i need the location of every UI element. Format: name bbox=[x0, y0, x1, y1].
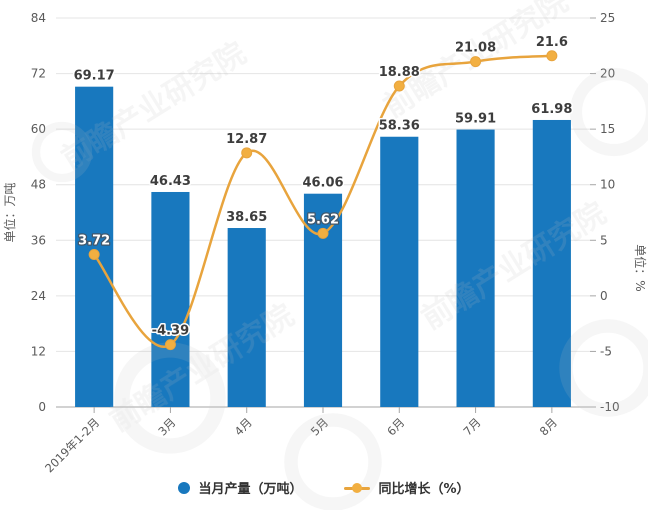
line-value-label: 12.87 bbox=[226, 132, 267, 147]
line-point-marker[interactable] bbox=[546, 50, 558, 62]
line-series bbox=[88, 50, 558, 351]
line-value-label: 5.62 bbox=[307, 212, 339, 227]
bar-series-legend-label: 当月产量（万吨） bbox=[198, 482, 303, 497]
line-value-label: 3.72 bbox=[78, 234, 110, 249]
bar[interactable] bbox=[75, 86, 114, 407]
line-point-marker[interactable] bbox=[317, 227, 329, 239]
bar-value-label: 46.06 bbox=[302, 176, 343, 191]
bar[interactable] bbox=[532, 119, 571, 407]
line-value-label: 18.88 bbox=[379, 65, 420, 80]
right-axis-tick-label: -5 bbox=[600, 344, 612, 358]
right-axis-tick-label: -10 bbox=[600, 400, 620, 414]
chart-legend: 当月产量（万吨） 同比增长（%） bbox=[0, 478, 648, 497]
bar[interactable] bbox=[380, 136, 419, 408]
left-axis-tick-label: 72 bbox=[31, 67, 46, 81]
right-axis-tick-label: 20 bbox=[600, 67, 615, 81]
line-point-marker[interactable] bbox=[88, 249, 100, 261]
bar[interactable] bbox=[456, 129, 495, 408]
right-axis-tick-label: 15 bbox=[600, 122, 615, 136]
line-point-marker[interactable] bbox=[241, 147, 253, 159]
left-axis-tick-label: 0 bbox=[38, 400, 46, 414]
line-series-legend-label: 同比增长（%） bbox=[378, 482, 470, 497]
bar-value-label: 38.65 bbox=[226, 210, 267, 225]
right-axis-tick-label: 10 bbox=[600, 178, 615, 192]
left-axis-title: 单位：万吨 bbox=[2, 182, 17, 242]
line-point-marker[interactable] bbox=[164, 339, 176, 351]
bar-value-label: 46.43 bbox=[150, 174, 191, 189]
line-point-marker[interactable] bbox=[470, 56, 482, 68]
watermark-text: 前瞻产业研究院 bbox=[416, 196, 613, 337]
axis-tick-labels: 0 12 24 36 48 60 72 84 -10 -5 0 5 10 15 20 25 bbox=[31, 11, 620, 414]
left-axis-tick-label: 36 bbox=[31, 233, 46, 247]
left-axis-tick-label: 12 bbox=[31, 344, 46, 358]
line-value-label: -4.39 bbox=[152, 324, 189, 339]
legend-item-growth[interactable]: 同比增长（%） bbox=[344, 478, 470, 497]
line-series-legend-marker bbox=[344, 482, 371, 494]
line-value-label: 21.08 bbox=[455, 41, 496, 56]
left-axis-tick-label: 84 bbox=[31, 11, 46, 25]
bar[interactable] bbox=[151, 191, 190, 407]
line-value-label: 21.6 bbox=[536, 35, 568, 50]
watermark-logo bbox=[284, 413, 382, 510]
x-axis-category-label: 4月 bbox=[232, 415, 255, 438]
bar-value-label: 69.17 bbox=[74, 69, 115, 84]
left-axis-tick-label: 48 bbox=[31, 178, 46, 192]
watermark-logo bbox=[31, 121, 93, 183]
left-axis-tick-label: 24 bbox=[31, 289, 46, 303]
right-axis-title: 单位：% bbox=[633, 244, 648, 291]
watermark-logo bbox=[559, 319, 648, 417]
bar-value-label: 59.91 bbox=[455, 112, 496, 127]
bar[interactable] bbox=[227, 228, 266, 407]
bar-series-legend-marker bbox=[178, 481, 191, 494]
x-axis-category-label: 7月 bbox=[460, 415, 483, 438]
data-labels: 69.17 46.43 38.65 46.06 58.36 59.91 61.98 3.72 -… bbox=[72, 33, 574, 340]
x-axis-category-label: 8月 bbox=[537, 415, 560, 438]
left-axis-tick-label: 60 bbox=[31, 122, 46, 136]
right-axis-tick-label: 0 bbox=[600, 289, 608, 303]
x-axis-category-label: 3月 bbox=[155, 415, 178, 438]
legend-item-production[interactable]: 当月产量（万吨） bbox=[178, 478, 302, 497]
x-axis-category-label: 6月 bbox=[384, 415, 407, 438]
bar-value-label: 61.98 bbox=[531, 102, 572, 117]
x-axis-category-label: 2019年1-2月 bbox=[42, 415, 102, 475]
right-axis-tick-label: 25 bbox=[600, 11, 615, 25]
watermark-logo bbox=[569, 67, 648, 157]
bar-value-label: 58.36 bbox=[379, 119, 420, 134]
line-point-marker[interactable] bbox=[393, 80, 405, 92]
right-axis-tick-label: 5 bbox=[600, 233, 608, 247]
bar-series bbox=[75, 86, 571, 408]
